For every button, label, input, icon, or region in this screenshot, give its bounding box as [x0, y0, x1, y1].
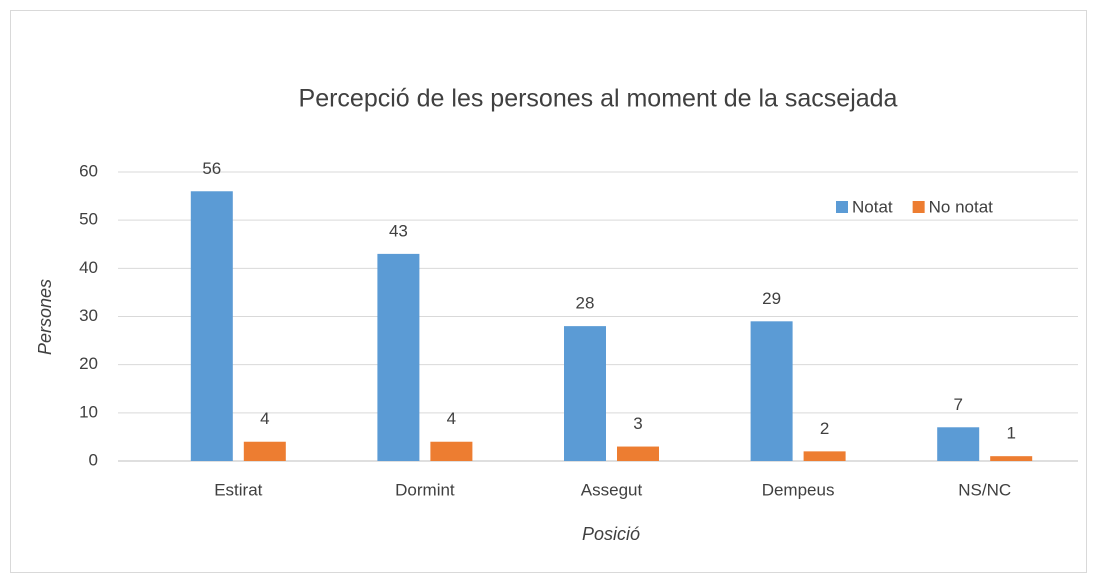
value-label: 4 — [447, 409, 456, 428]
bar — [990, 456, 1033, 461]
bar — [430, 441, 473, 461]
x-tick-label: Assegut — [581, 480, 643, 499]
bar — [803, 451, 846, 461]
legend-label: No notat — [929, 197, 994, 216]
x-tick-label: Estirat — [214, 480, 262, 499]
value-label: 43 — [389, 221, 408, 240]
value-label: 1 — [1006, 424, 1015, 443]
value-label: 29 — [762, 289, 781, 308]
x-tick-label: Dempeus — [762, 480, 835, 499]
chart-border — [10, 10, 1087, 573]
y-tick-label: 20 — [79, 354, 98, 373]
x-axis-label: Posició — [582, 524, 640, 544]
bar — [937, 427, 980, 461]
bar — [617, 446, 659, 461]
chart-title: Percepció de les persones al moment de l… — [299, 85, 898, 113]
bar — [190, 191, 233, 461]
bar — [564, 326, 606, 461]
y-tick-label: 10 — [79, 402, 98, 421]
x-tick-label: NS/NC — [958, 480, 1011, 499]
value-label: 28 — [576, 294, 595, 313]
legend-swatch — [836, 201, 848, 213]
y-tick-label: 50 — [79, 210, 98, 229]
y-tick-label: 60 — [79, 161, 98, 180]
value-label: 2 — [820, 419, 829, 438]
x-tick-label: Dormint — [395, 480, 455, 499]
value-label: 56 — [202, 159, 221, 178]
value-label: 7 — [953, 395, 962, 414]
value-label: 3 — [633, 414, 642, 433]
y-tick-label: 0 — [89, 450, 98, 469]
bar — [377, 253, 420, 461]
legend-swatch — [912, 201, 925, 213]
y-tick-label: 30 — [79, 306, 98, 325]
bar — [750, 321, 793, 461]
y-tick-label: 40 — [79, 258, 98, 277]
value-label: 4 — [260, 409, 269, 428]
y-axis-label: Persones — [35, 279, 55, 355]
bar — [243, 441, 286, 461]
legend-label: Notat — [852, 197, 893, 216]
